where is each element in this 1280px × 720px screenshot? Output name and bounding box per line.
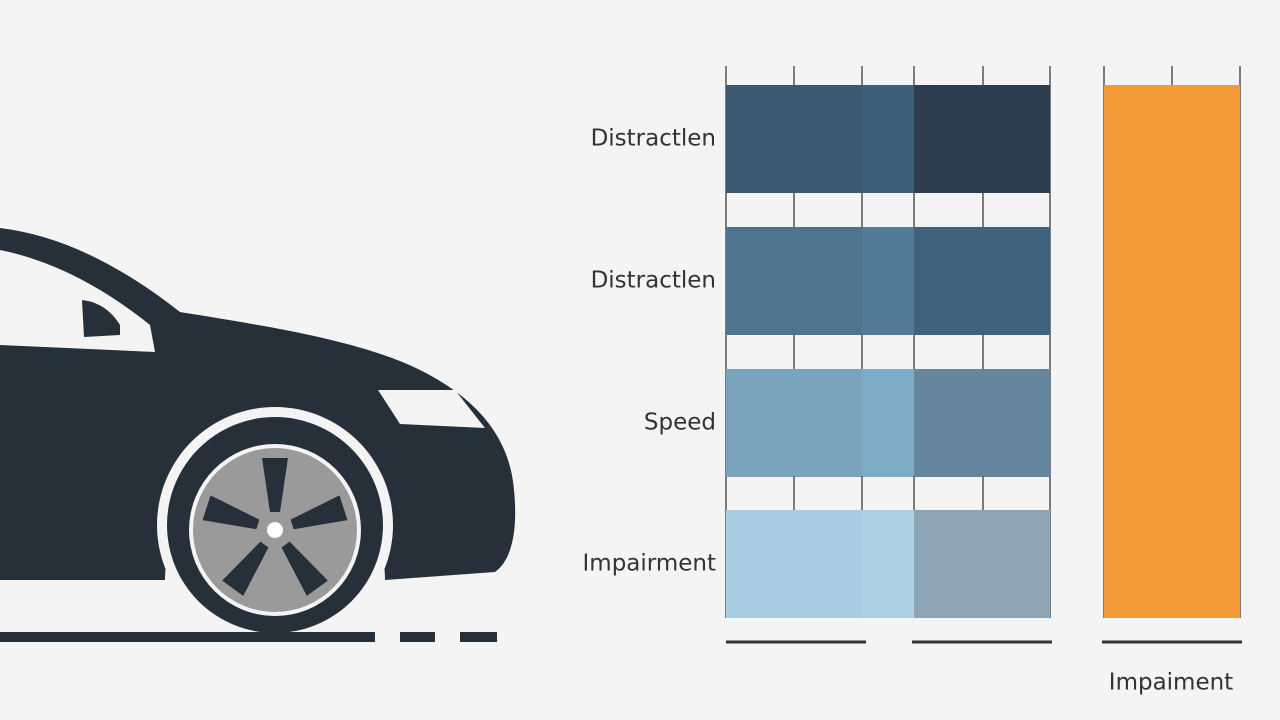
orange-bar bbox=[1104, 85, 1240, 618]
row-block bbox=[914, 369, 1050, 477]
row-block bbox=[862, 85, 914, 193]
side-label: Impaiment bbox=[1109, 670, 1233, 696]
row-block bbox=[914, 85, 1050, 193]
rows: Distractlen Distractlen Speed Impairment bbox=[583, 85, 1050, 618]
car bbox=[0, 228, 516, 643]
row-label: Distractlen bbox=[591, 268, 716, 294]
row-block bbox=[726, 227, 862, 335]
row-block bbox=[914, 227, 1050, 335]
row-block bbox=[726, 369, 862, 477]
row-block bbox=[726, 85, 862, 193]
row-label: Impairment bbox=[583, 551, 716, 577]
row-block bbox=[862, 227, 914, 335]
row-block bbox=[862, 510, 914, 618]
row-label: Distractlen bbox=[591, 126, 716, 152]
row-block bbox=[726, 510, 862, 618]
row-label: Speed bbox=[644, 410, 716, 436]
row-block bbox=[914, 510, 1050, 618]
row-block bbox=[862, 369, 914, 477]
